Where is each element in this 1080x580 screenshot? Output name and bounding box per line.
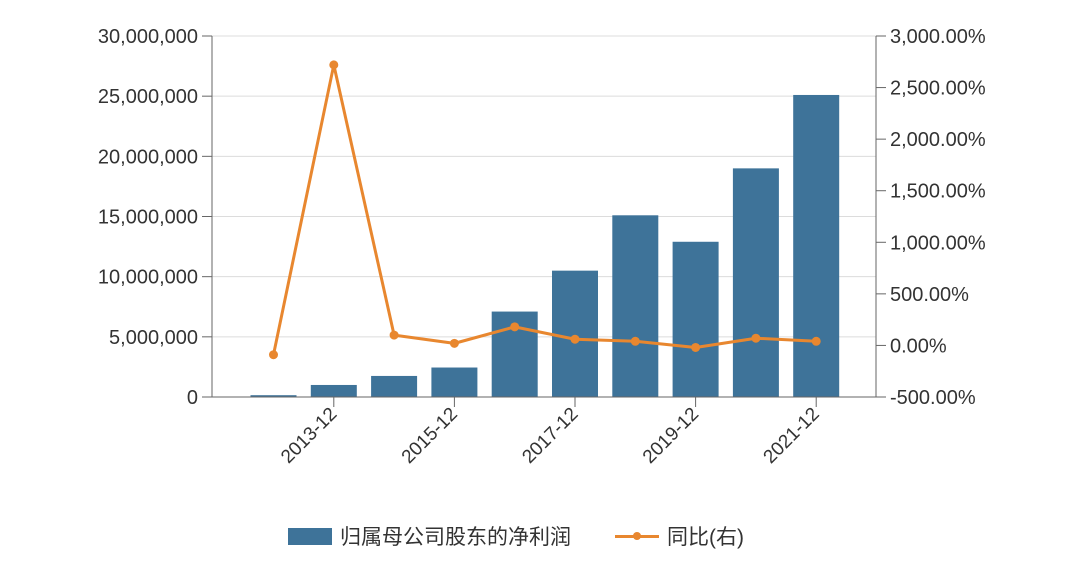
line-series bbox=[269, 60, 821, 360]
tick-labels: 0 5,000,000 10,000,000 15,000,000 20,000,000… bbox=[98, 26, 986, 468]
bar bbox=[371, 375, 418, 397]
yoy-point bbox=[751, 333, 761, 343]
x-tick-label: 2017-12 bbox=[518, 404, 582, 468]
left-tick-label: 0 bbox=[187, 387, 198, 409]
yoy-point bbox=[389, 330, 399, 340]
left-tick-label: 30,000,000 bbox=[98, 26, 198, 48]
left-tick-label: 20,000,000 bbox=[98, 146, 198, 168]
legend-label-yoy: 同比(右) bbox=[667, 526, 744, 549]
legend-label-net-profit: 归属母公司股东的净利润 bbox=[340, 526, 571, 549]
yoy-point bbox=[329, 60, 339, 70]
left-tick-label: 25,000,000 bbox=[98, 86, 198, 108]
yoy-point bbox=[570, 334, 580, 344]
bar bbox=[672, 241, 719, 397]
left-tick-label: 15,000,000 bbox=[98, 207, 198, 229]
yoy-line bbox=[272, 63, 817, 356]
yoy-point bbox=[811, 336, 821, 346]
right-tick-label: 3,000.00% bbox=[890, 26, 986, 48]
right-tick-label: 500.00% bbox=[890, 284, 969, 306]
bar-series bbox=[250, 94, 840, 398]
right-tick-label: 0.00% bbox=[890, 335, 947, 357]
right-tick-label: 2,000.00% bbox=[890, 129, 986, 151]
x-tick-label: 2019-12 bbox=[639, 404, 703, 468]
yoy-point bbox=[269, 350, 278, 360]
yoy-point bbox=[510, 322, 520, 332]
right-tick-label: -500.00% bbox=[890, 387, 976, 409]
right-tick-label: 2,500.00% bbox=[890, 78, 986, 100]
left-tick-label: 5,000,000 bbox=[109, 327, 198, 349]
bar bbox=[552, 270, 598, 397]
yoy-point bbox=[630, 336, 640, 346]
legend-bar-swatch bbox=[288, 527, 332, 545]
legend-line-swatch bbox=[615, 528, 659, 545]
right-tick-label: 1,500.00% bbox=[890, 181, 986, 203]
chart: 0 5,000,000 10,000,000 15,000,000 20,000,000… bbox=[98, 26, 986, 468]
x-tick-label: 2013-12 bbox=[277, 404, 341, 468]
bar bbox=[612, 215, 659, 397]
legend-item-yoy[interactable]: 同比(右) bbox=[615, 521, 744, 551]
legend: 归属母公司股东的净利润 同比(右) bbox=[288, 520, 788, 552]
legend-item-net-profit[interactable]: 归属母公司股东的净利润 bbox=[288, 521, 571, 551]
yoy-point bbox=[449, 338, 459, 348]
bar bbox=[310, 384, 357, 397]
bar bbox=[431, 367, 478, 397]
axes bbox=[202, 35, 886, 407]
right-tick-label: 1,000.00% bbox=[890, 232, 986, 254]
bar bbox=[250, 395, 297, 397]
x-tick-label: 2021-12 bbox=[760, 404, 824, 468]
x-tick-label: 2015-12 bbox=[398, 404, 462, 468]
yoy-point bbox=[691, 342, 701, 352]
left-tick-label: 10,000,000 bbox=[98, 267, 198, 289]
bar bbox=[732, 168, 779, 397]
bar bbox=[793, 94, 840, 398]
